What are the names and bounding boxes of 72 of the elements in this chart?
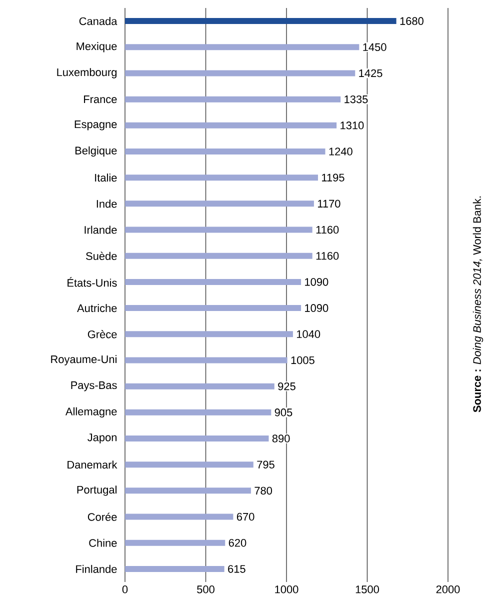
y-tick-label: Irlande — [84, 226, 117, 234]
y-tick-label: Allemagne — [65, 407, 117, 418]
data-label: 1090 — [305, 278, 328, 286]
y-tick-label: Suède — [86, 252, 117, 260]
y-tick-label: Japon — [88, 434, 116, 444]
data-label: 1195 — [322, 174, 344, 182]
bar — [125, 305, 302, 312]
bar — [125, 122, 337, 128]
data-label: 795 — [257, 460, 274, 468]
bar — [125, 174, 318, 181]
x-tick-label: 1000 — [275, 586, 298, 594]
y-tick-label: Belgique — [75, 146, 117, 157]
bar — [125, 488, 251, 494]
data-label: 1160 — [316, 252, 339, 260]
data-label: 1240 — [329, 148, 352, 156]
bar — [125, 436, 269, 442]
bar — [125, 252, 312, 259]
x-tick-label: 1500 — [356, 586, 379, 594]
y-tick-label: Corée — [88, 512, 117, 521]
bar — [125, 383, 274, 390]
data-label: 905 — [274, 408, 292, 416]
data-label: 925 — [278, 382, 296, 390]
bar — [125, 200, 314, 207]
data-label: 1425 — [359, 69, 382, 78]
y-tick-label: Italie — [95, 174, 117, 182]
bar — [125, 278, 302, 285]
bar — [125, 514, 234, 520]
y-tick-label: Espagne — [74, 120, 117, 130]
bar — [125, 540, 226, 546]
data-label: 1005 — [291, 356, 314, 364]
y-tick-label: Mexique — [76, 42, 117, 52]
text: Source : Doing Business 2014, World Bank. — [472, 196, 484, 412]
x-tick-label: 500 — [197, 586, 214, 594]
x-tick-label: 2000 — [436, 586, 460, 594]
data-label: 1040 — [296, 330, 320, 338]
y-tick-label: Finlande — [76, 564, 117, 573]
y-tick-label: États-Unis — [68, 277, 117, 287]
data-label: 890 — [272, 434, 290, 442]
data-label: 670 — [236, 512, 254, 521]
y-tick-label: Grèce — [88, 330, 117, 338]
x-tick-label: 0 — [122, 586, 128, 594]
data-label: 780 — [254, 486, 272, 495]
data-label: 1090 — [305, 304, 328, 312]
data-label: 1680 — [400, 17, 424, 25]
y-tick-label: Inde — [96, 200, 117, 208]
y-tick-label: Luxembourg — [57, 68, 117, 78]
y-tick-label: Canada — [79, 17, 118, 26]
data-label: 1335 — [344, 95, 368, 104]
bar — [125, 331, 293, 338]
bar — [125, 44, 360, 50]
y-tick-label: Royaume-Uni — [51, 355, 116, 366]
data-label: 1310 — [340, 122, 364, 130]
data-label: 1160 — [316, 226, 339, 234]
bar — [125, 409, 272, 416]
bar — [125, 148, 326, 154]
y-tick-label: Pays-Bas — [71, 381, 117, 392]
bar — [125, 226, 312, 233]
bar — [125, 462, 254, 468]
y-tick-label: Autriche — [77, 304, 117, 312]
y-tick-label: Portugal — [77, 486, 116, 496]
y-tick-label: Chine — [89, 538, 117, 547]
bar — [125, 357, 288, 364]
data-label: 615 — [228, 565, 246, 573]
data-label: 1170 — [318, 200, 340, 208]
bar — [125, 96, 341, 102]
y-tick-label: France — [84, 96, 117, 104]
bar — [125, 70, 356, 76]
bar — [125, 18, 396, 24]
data-label: 620 — [228, 538, 246, 547]
bar — [125, 566, 224, 572]
data-label: 1450 — [363, 43, 386, 52]
y-tick-label: Danemark — [68, 460, 118, 469]
